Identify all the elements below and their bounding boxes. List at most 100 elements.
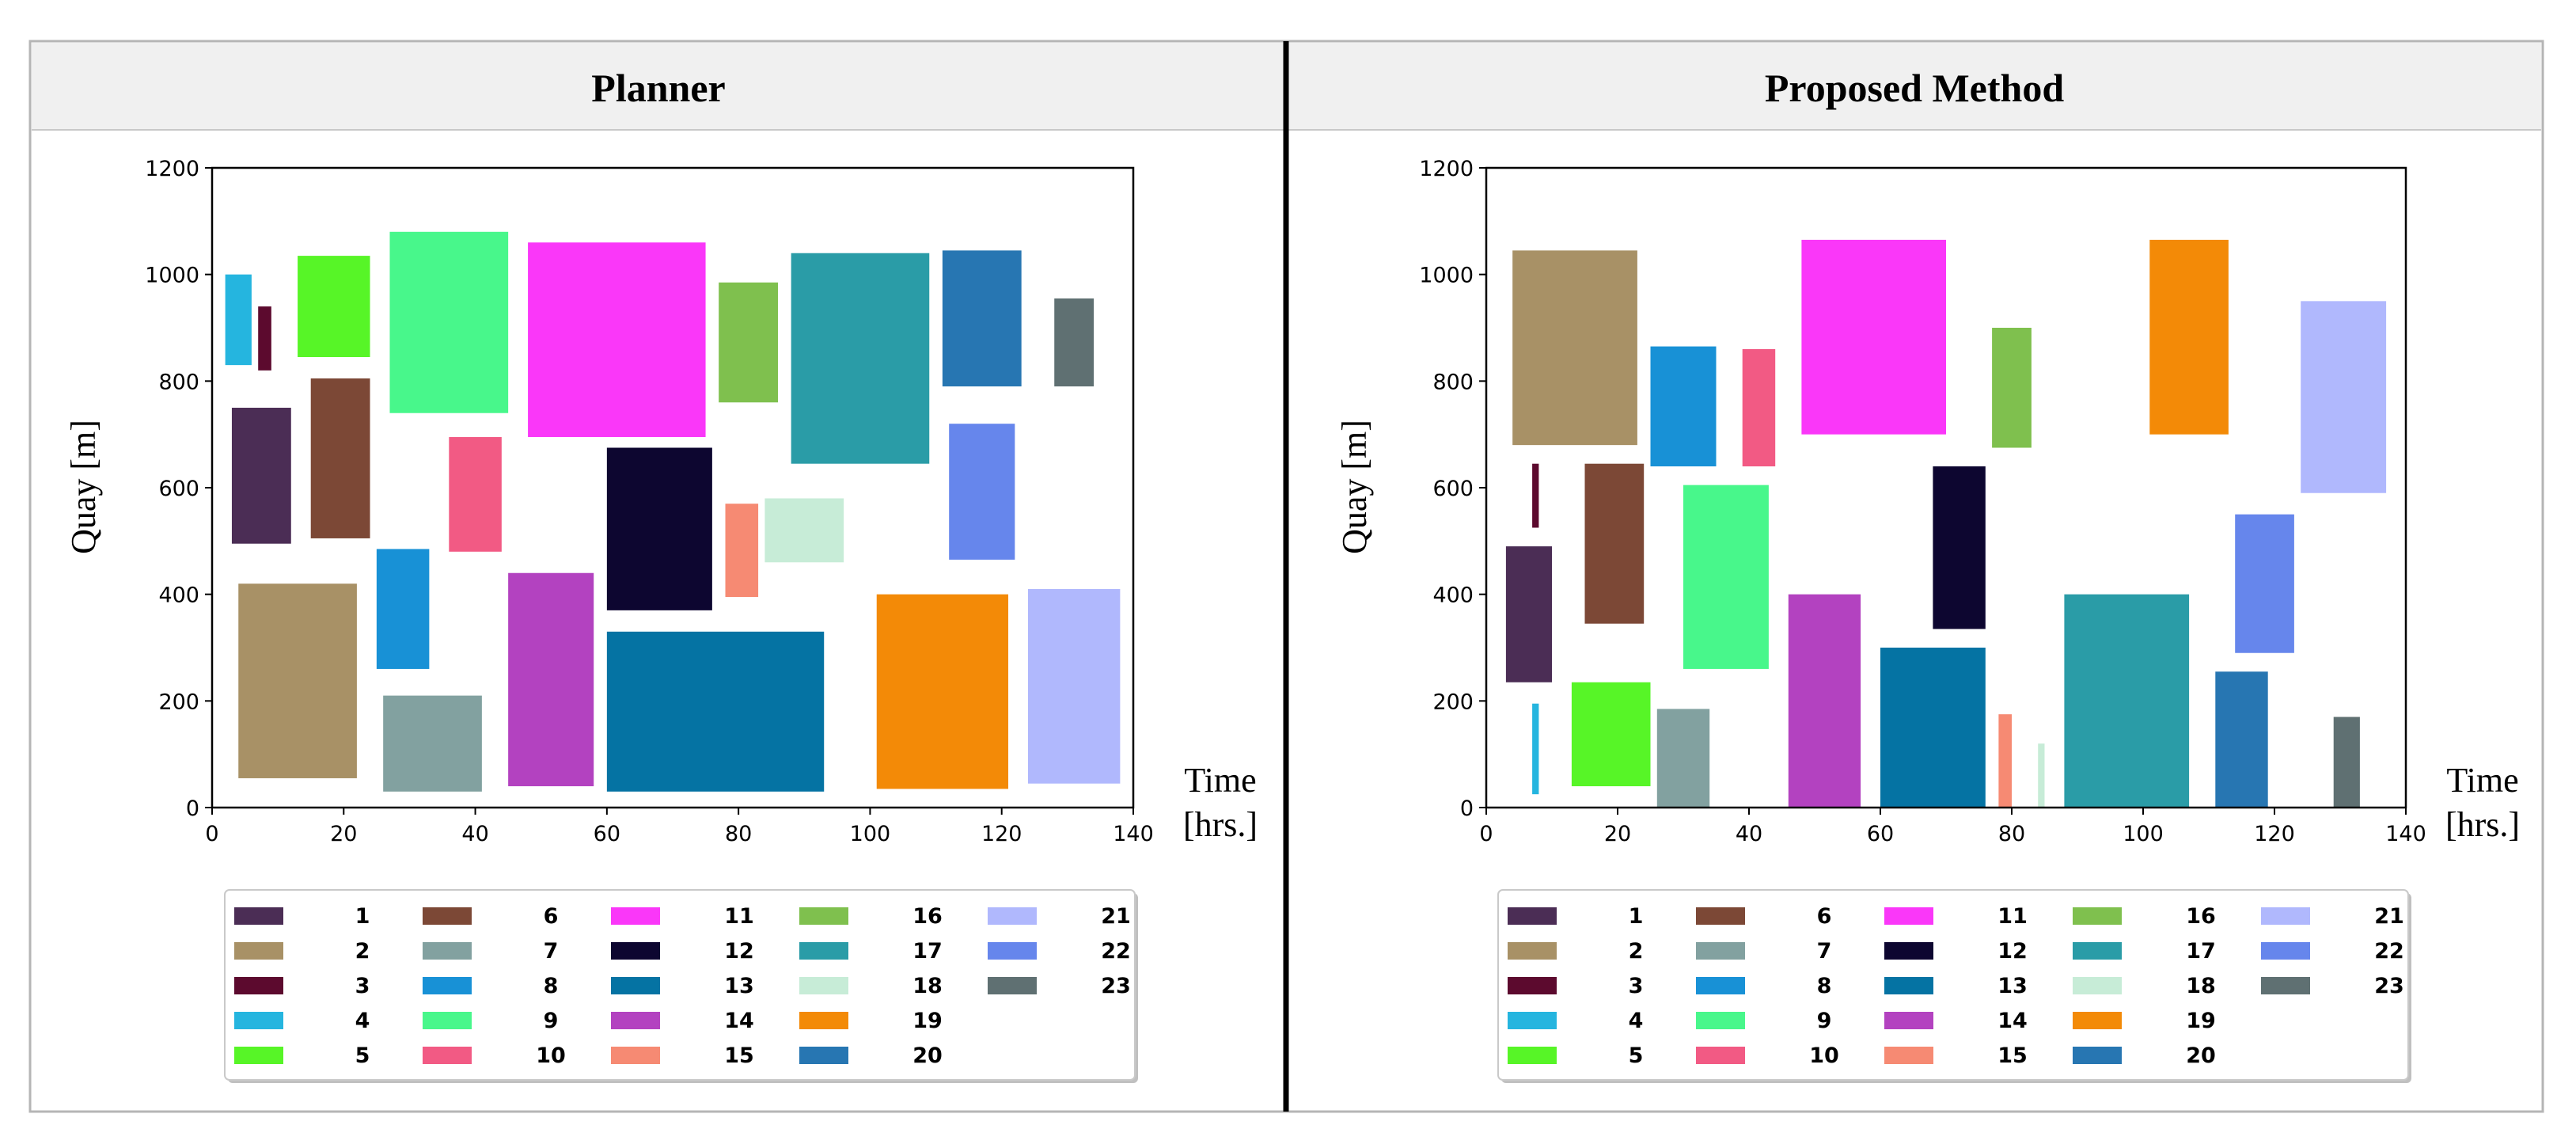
- legend-swatch-20: [2073, 1047, 2122, 1064]
- legend-label-13: 13: [724, 974, 754, 998]
- legend-label-4: 4: [1629, 1009, 1644, 1033]
- legend-label-20: 20: [912, 1043, 943, 1068]
- x-axis-label: Time [hrs.]: [2445, 761, 2520, 844]
- panel-title-planner: Planner: [591, 66, 725, 110]
- legend-swatch-20: [799, 1047, 848, 1064]
- vessel-19-bar: [876, 594, 1009, 789]
- y-tick-label: 1000: [145, 264, 199, 288]
- x-tick-label: 20: [1604, 822, 1631, 846]
- legend-swatch-12: [1884, 942, 1933, 960]
- vessel-21-bar: [2301, 301, 2387, 493]
- legend-label-8: 8: [544, 974, 559, 998]
- legend-label-17: 17: [2186, 939, 2216, 964]
- vessel-18-bar: [2038, 743, 2045, 808]
- vessel-8-bar: [376, 549, 430, 669]
- vessel-20-bar: [2215, 671, 2268, 808]
- legend-label-15: 15: [724, 1043, 754, 1068]
- y-tick-label: 0: [186, 796, 199, 821]
- y-tick-label: 600: [1432, 477, 1474, 501]
- legend-label-16: 16: [912, 904, 943, 929]
- legend-swatch-16: [799, 907, 848, 925]
- legend-swatch-3: [1508, 977, 1557, 994]
- y-tick-label: 400: [1432, 584, 1474, 608]
- y-tick-label: 800: [1432, 370, 1474, 394]
- y-axis-label: Quay [m]: [1335, 420, 1374, 554]
- y-tick-label: 0: [1460, 796, 1474, 821]
- legend-swatch-9: [423, 1012, 472, 1029]
- panel-title-proposed: Proposed Method: [1765, 66, 2064, 110]
- vessel-14-bar: [1788, 594, 1861, 808]
- legend-swatch-8: [423, 977, 472, 994]
- legend-swatch-19: [2073, 1012, 2122, 1029]
- vessel-13-bar: [606, 631, 825, 792]
- legend-swatch-23: [2261, 977, 2310, 994]
- legend-swatch-21: [988, 907, 1037, 925]
- x-tick-label: 140: [2385, 822, 2426, 846]
- legend-label-6: 6: [544, 904, 559, 929]
- legend-swatch-9: [1696, 1012, 1745, 1029]
- vessel-4-bar: [1532, 703, 1539, 795]
- legend-label-15: 15: [1997, 1043, 2028, 1068]
- x-tick-label: 100: [2123, 822, 2164, 846]
- vessel-20-bar: [942, 250, 1022, 387]
- legend-label-10: 10: [1809, 1043, 1839, 1068]
- legend-label-18: 18: [912, 974, 943, 998]
- vessel-18-bar: [764, 498, 844, 563]
- legend-label-11: 11: [724, 904, 754, 929]
- y-tick-label: 200: [158, 690, 199, 714]
- legend-swatch-7: [423, 942, 472, 960]
- legend-swatch-23: [988, 977, 1037, 994]
- vessel-3-bar: [258, 306, 271, 371]
- vessel-11-bar: [1801, 239, 1946, 435]
- vessel-13-bar: [1880, 648, 1986, 808]
- vessel-7-bar: [1656, 709, 1710, 808]
- x-tick-label: 100: [850, 822, 891, 846]
- vessel-22-bar: [949, 424, 1015, 560]
- legend-label-14: 14: [1997, 1009, 2028, 1033]
- legend-swatch-22: [988, 942, 1037, 960]
- y-tick-label: 200: [1432, 690, 1474, 714]
- vessel-15-bar: [1998, 714, 2012, 808]
- vessel-6-bar: [1584, 463, 1645, 624]
- x-tick-label: 120: [981, 822, 1022, 846]
- legend-label-23: 23: [1101, 974, 1131, 998]
- legend-label-14: 14: [724, 1009, 754, 1033]
- legend-label-2: 2: [355, 939, 370, 964]
- y-tick-label: 1000: [1419, 264, 1474, 288]
- legend-swatch-14: [1884, 1012, 1933, 1029]
- vessel-22-bar: [2235, 514, 2294, 653]
- vessel-10-bar: [449, 437, 502, 552]
- legend-label-22: 22: [1101, 939, 1131, 964]
- legend-label-5: 5: [1629, 1043, 1644, 1068]
- vessel-2-bar: [238, 584, 357, 778]
- legend-label-2: 2: [1629, 939, 1644, 964]
- legend-swatch-16: [2073, 907, 2122, 925]
- legend-swatch-14: [611, 1012, 660, 1029]
- legend-swatch-2: [1508, 942, 1557, 960]
- y-tick-label: 1200: [1419, 157, 1474, 181]
- y-tick-label: 600: [158, 477, 199, 501]
- legend-label-7: 7: [1817, 939, 1832, 964]
- legend-label-9: 9: [544, 1009, 559, 1033]
- x-axis-label: Time [hrs.]: [1183, 761, 1258, 844]
- legend-swatch-10: [423, 1047, 472, 1064]
- vessel-3-bar: [1532, 463, 1539, 528]
- vessel-16-bar: [719, 282, 779, 403]
- legend-label-23: 23: [2374, 974, 2404, 998]
- vessel-23-bar: [1054, 298, 1095, 387]
- vessel-4-bar: [225, 274, 252, 366]
- legend-label-11: 11: [1997, 904, 2028, 929]
- legend-swatch-10: [1696, 1047, 1745, 1064]
- legend-swatch-22: [2261, 942, 2310, 960]
- legend-label-3: 3: [355, 974, 370, 998]
- vessel-8-bar: [1650, 346, 1717, 467]
- legend-swatch-3: [234, 977, 283, 994]
- legend-label-5: 5: [355, 1043, 370, 1068]
- legend-label-9: 9: [1817, 1009, 1832, 1033]
- legend-label-8: 8: [1817, 974, 1832, 998]
- legend-swatch-1: [234, 907, 283, 925]
- vessel-15-bar: [725, 504, 759, 598]
- legend-swatch-11: [611, 907, 660, 925]
- x-tick-label: 140: [1113, 822, 1154, 846]
- legend-swatch-7: [1696, 942, 1745, 960]
